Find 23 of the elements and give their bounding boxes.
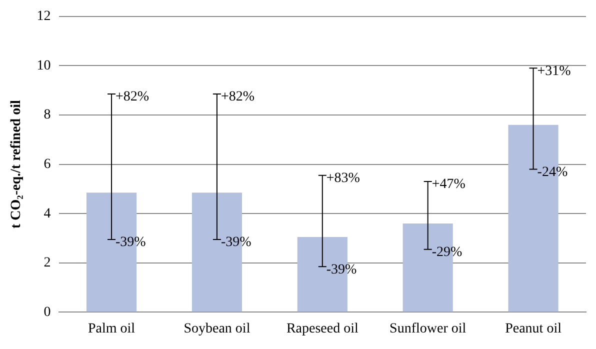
x-tick-label: Rapeseed oil [286,321,358,336]
annotation: -39% [220,235,252,250]
annotation: +83% [326,171,360,186]
annotation: +47% [432,177,466,192]
annotation: -29% [432,245,462,260]
annotation: -39% [116,235,146,250]
y-tick-label: 12 [36,9,51,24]
y-axis-title: t CO₂-eq./t refined oil [9,100,24,228]
annotation: -24% [537,164,568,180]
y-tick-label: 8 [44,108,51,123]
y-tick-label: 6 [44,156,51,172]
x-tick-label: Peanut oil [505,321,562,336]
annotation: -39% [326,262,358,278]
annotation: +82% [116,90,150,105]
y-tick-label: 0 [44,304,51,320]
y-tick-label: 10 [36,58,51,74]
x-tick-label: Sunflower oil [390,321,466,336]
y-tick-label: 2 [44,256,51,271]
annotation: +31% [537,64,572,79]
annotation: +82% [220,90,255,105]
y-tick-label: 4 [44,206,51,222]
x-tick-label: Palm oil [88,321,136,336]
x-tick-label: Soybean oil [184,321,250,336]
